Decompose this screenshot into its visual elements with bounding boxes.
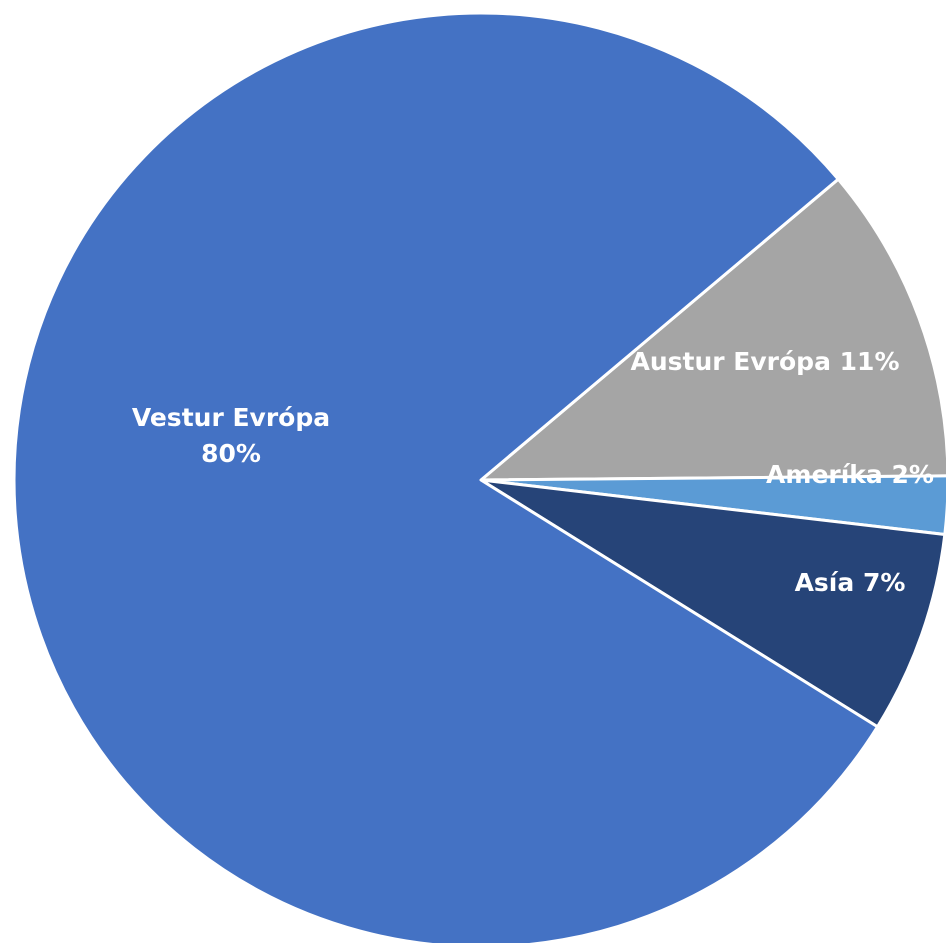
slice-label-austur-evropa: Austur Evrópa 11%	[631, 347, 900, 376]
pie-slice-vestur-evropa	[12, 11, 879, 943]
pie-slices	[12, 11, 946, 943]
slice-label-amerika: Ameríka 2%	[766, 460, 934, 489]
pie-labels: Austur Evrópa 11% Ameríka 2% Asía 7% Ves…	[132, 347, 934, 597]
slice-label-vestur-evropa-percent: 80%	[201, 439, 261, 468]
slice-label-vestur-evropa-name: Vestur Evrópa	[132, 403, 330, 432]
slice-label-asia: Asía 7%	[795, 568, 906, 597]
pie-slice-austur-evropa	[479, 177, 946, 482]
pie-slice-asia	[479, 478, 946, 729]
